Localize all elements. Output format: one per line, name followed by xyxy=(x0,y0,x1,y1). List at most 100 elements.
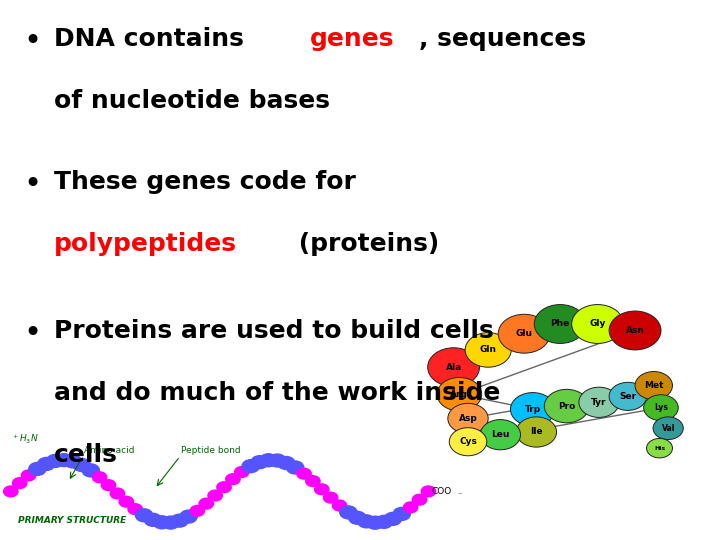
Text: COO: COO xyxy=(432,488,452,496)
Text: Ile: Ile xyxy=(530,428,543,436)
Text: Amino acid: Amino acid xyxy=(84,446,135,455)
Text: Asn: Asn xyxy=(626,326,644,335)
Circle shape xyxy=(579,387,619,417)
Circle shape xyxy=(358,515,375,528)
Circle shape xyxy=(572,305,624,343)
Circle shape xyxy=(144,514,161,526)
Text: Trp: Trp xyxy=(525,405,541,414)
Circle shape xyxy=(260,454,277,467)
Circle shape xyxy=(22,470,36,481)
Circle shape xyxy=(375,515,392,528)
Circle shape xyxy=(403,502,418,513)
Circle shape xyxy=(348,511,366,524)
Text: genes: genes xyxy=(310,27,395,51)
Text: •: • xyxy=(23,319,42,348)
Circle shape xyxy=(428,348,480,387)
Text: $^+H_3N$: $^+H_3N$ xyxy=(11,433,38,446)
Circle shape xyxy=(251,456,269,469)
Text: of nucleotide bases: of nucleotide bases xyxy=(54,89,330,113)
Circle shape xyxy=(510,393,555,426)
Circle shape xyxy=(135,509,153,522)
Circle shape xyxy=(171,514,188,527)
Text: (proteins): (proteins) xyxy=(290,232,439,256)
Circle shape xyxy=(340,506,357,519)
Text: •: • xyxy=(23,27,42,56)
Text: Phe: Phe xyxy=(551,320,570,328)
Text: , sequences: , sequences xyxy=(419,27,587,51)
Text: Arg: Arg xyxy=(451,390,468,399)
Circle shape xyxy=(498,314,550,353)
Circle shape xyxy=(609,382,647,410)
Circle shape xyxy=(366,516,384,529)
Text: Peptide bond: Peptide bond xyxy=(181,446,241,455)
Circle shape xyxy=(534,305,586,343)
Circle shape xyxy=(278,456,295,469)
Text: cells: cells xyxy=(54,443,118,467)
Text: and do much of the work inside: and do much of the work inside xyxy=(54,381,500,405)
Text: polypeptides: polypeptides xyxy=(54,232,237,256)
Circle shape xyxy=(544,389,589,423)
Circle shape xyxy=(73,458,91,471)
Text: Met: Met xyxy=(644,381,664,390)
Circle shape xyxy=(323,492,338,503)
Circle shape xyxy=(393,508,410,521)
Circle shape xyxy=(64,455,81,468)
Circle shape xyxy=(128,504,143,515)
Circle shape xyxy=(162,516,179,529)
Circle shape xyxy=(653,417,683,440)
Circle shape xyxy=(208,490,222,501)
Circle shape xyxy=(47,455,64,468)
Text: These genes code for: These genes code for xyxy=(54,170,356,194)
Circle shape xyxy=(119,496,133,507)
Circle shape xyxy=(333,500,347,511)
Circle shape xyxy=(413,494,427,505)
Text: Cys: Cys xyxy=(459,437,477,446)
Text: Gln: Gln xyxy=(480,346,497,354)
Circle shape xyxy=(306,476,320,487)
Circle shape xyxy=(465,333,511,367)
Text: PRIMARY STRUCTURE: PRIMARY STRUCTURE xyxy=(18,516,126,525)
Circle shape xyxy=(269,454,286,467)
Circle shape xyxy=(449,428,487,456)
Text: Tyr: Tyr xyxy=(591,398,607,407)
Circle shape xyxy=(315,484,329,495)
Text: Proteins are used to build cells: Proteins are used to build cells xyxy=(54,319,494,343)
Circle shape xyxy=(4,486,18,497)
Circle shape xyxy=(421,486,436,497)
Circle shape xyxy=(384,512,402,525)
Circle shape xyxy=(82,464,99,477)
Circle shape xyxy=(153,516,171,529)
Circle shape xyxy=(644,395,678,421)
Circle shape xyxy=(437,377,482,411)
Text: Ala: Ala xyxy=(446,363,462,372)
Text: Glu: Glu xyxy=(516,329,533,338)
Circle shape xyxy=(55,454,73,467)
Text: DNA contains: DNA contains xyxy=(54,27,253,51)
Circle shape xyxy=(448,403,488,434)
Text: Asp: Asp xyxy=(459,414,477,423)
Circle shape xyxy=(235,467,249,477)
Circle shape xyxy=(199,498,213,509)
Circle shape xyxy=(647,438,672,458)
Circle shape xyxy=(297,468,311,479)
Text: •: • xyxy=(23,170,42,199)
Text: Pro: Pro xyxy=(558,402,575,410)
Circle shape xyxy=(29,462,46,475)
Circle shape xyxy=(480,420,521,450)
Circle shape xyxy=(180,510,197,523)
Text: Leu: Leu xyxy=(491,430,510,439)
Text: Ser: Ser xyxy=(619,392,636,401)
Circle shape xyxy=(609,311,661,350)
Circle shape xyxy=(92,472,107,483)
Circle shape xyxy=(102,480,116,490)
Circle shape xyxy=(37,457,55,470)
Text: His: His xyxy=(654,446,665,451)
Text: ⁻: ⁻ xyxy=(458,491,462,500)
Text: Gly: Gly xyxy=(590,320,606,328)
Circle shape xyxy=(242,460,259,472)
Circle shape xyxy=(287,461,304,474)
Circle shape xyxy=(635,372,672,400)
Circle shape xyxy=(516,417,557,447)
Circle shape xyxy=(110,488,125,499)
Text: Lys: Lys xyxy=(654,403,668,412)
